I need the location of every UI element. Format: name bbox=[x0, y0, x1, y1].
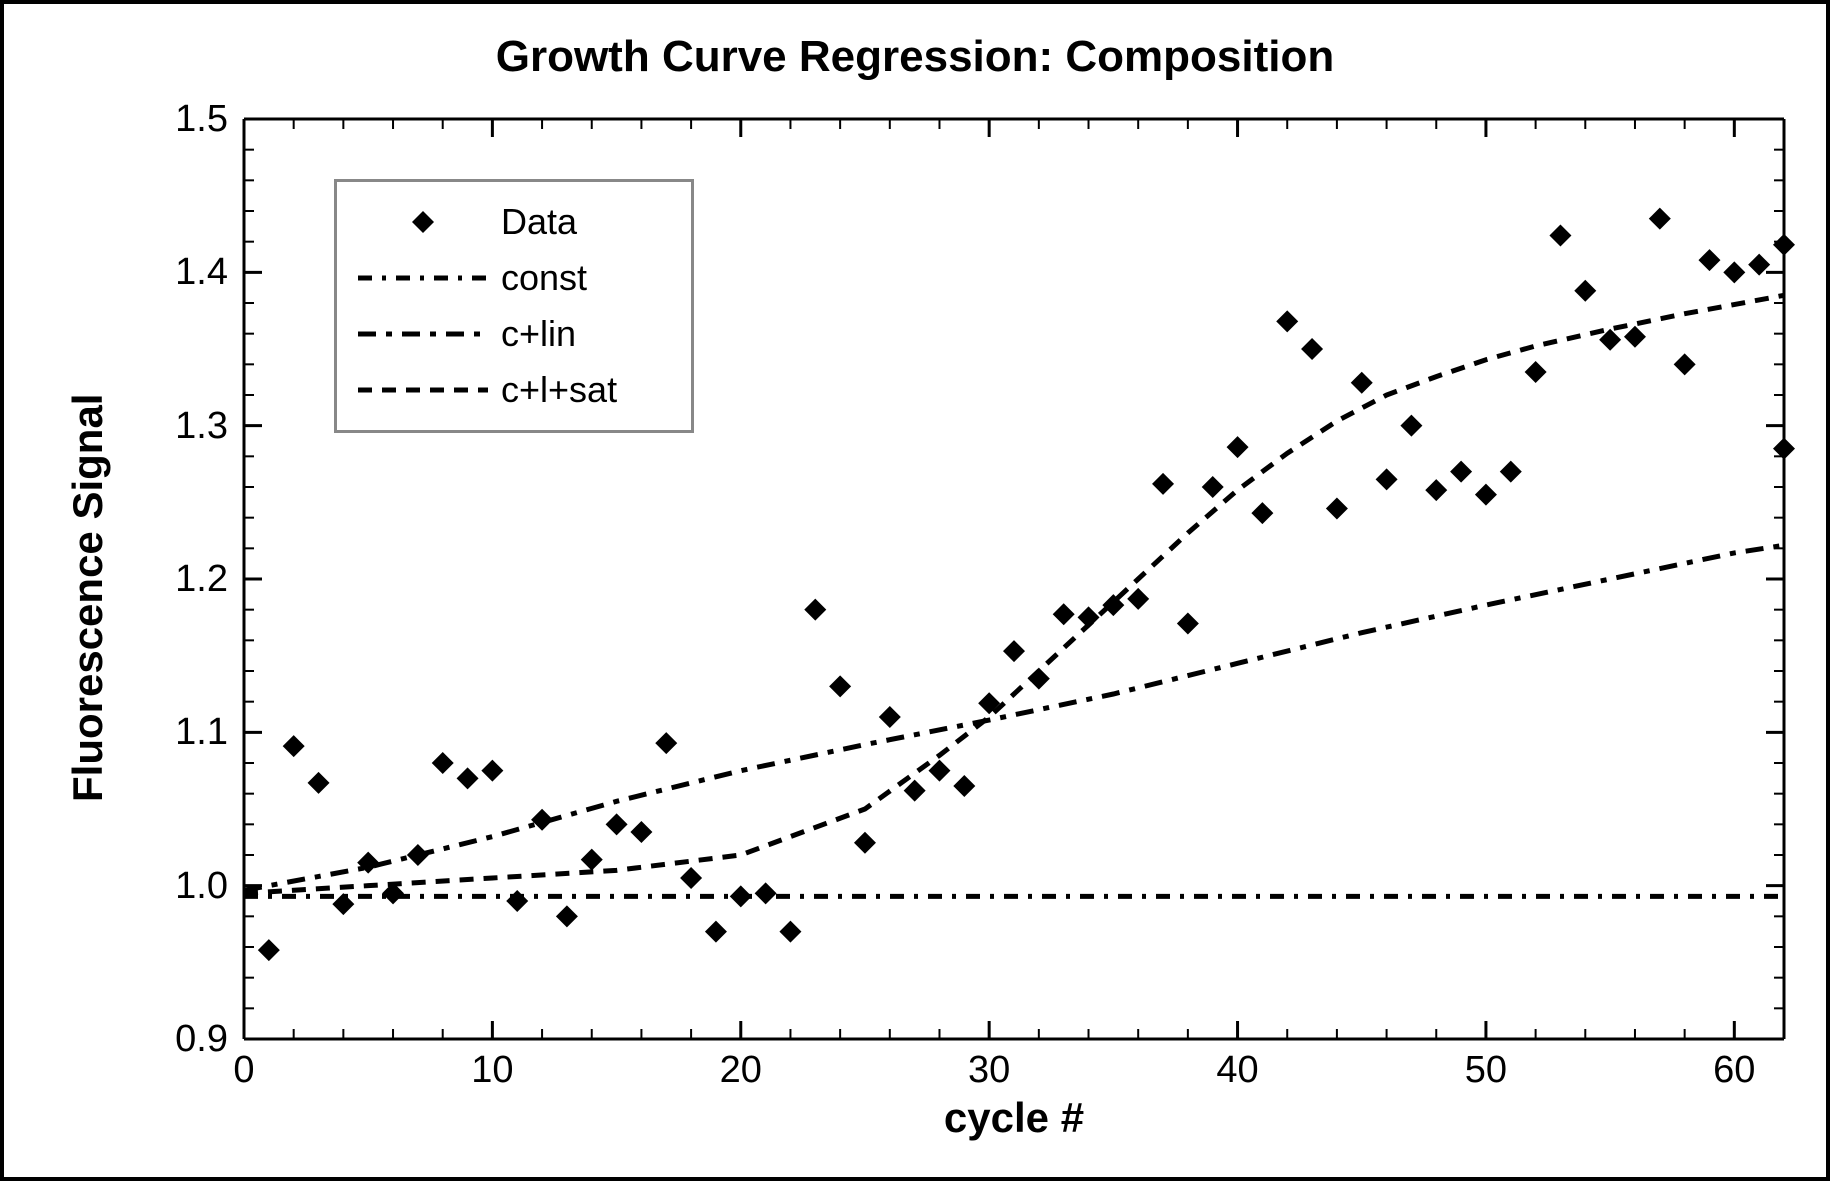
data-point bbox=[1574, 280, 1596, 302]
tick-label: 1.4 bbox=[175, 251, 228, 294]
data-point bbox=[432, 752, 454, 774]
data-point bbox=[730, 885, 752, 907]
data-point bbox=[1376, 468, 1398, 490]
data-point bbox=[531, 809, 553, 831]
x-axis-label: cycle # bbox=[244, 1094, 1784, 1142]
data-point bbox=[680, 867, 702, 889]
data-point bbox=[457, 767, 479, 789]
data-point bbox=[705, 921, 727, 943]
data-point bbox=[332, 893, 354, 915]
data-point bbox=[755, 882, 777, 904]
data-point bbox=[854, 832, 876, 854]
chart-title: Growth Curve Regression: Composition bbox=[4, 32, 1826, 82]
line-c_lin bbox=[244, 545, 1784, 890]
legend-swatch bbox=[353, 370, 493, 410]
tick-label: 50 bbox=[1465, 1049, 1507, 1092]
legend-item: c+l+sat bbox=[353, 362, 671, 418]
data-point bbox=[308, 772, 330, 794]
data-point bbox=[1773, 234, 1795, 256]
tick-label: 60 bbox=[1713, 1049, 1755, 1092]
tick-label: 40 bbox=[1216, 1049, 1258, 1092]
tick-label: 0.9 bbox=[175, 1018, 228, 1061]
data-point bbox=[581, 849, 603, 871]
data-point bbox=[1475, 484, 1497, 506]
legend-swatch bbox=[353, 202, 493, 242]
tick-label: 0 bbox=[233, 1049, 254, 1092]
data-point bbox=[1326, 497, 1348, 519]
data-point bbox=[630, 821, 652, 843]
tick-label: 1.3 bbox=[175, 405, 228, 448]
data-point bbox=[879, 706, 901, 728]
data-point bbox=[1525, 361, 1547, 383]
tick-label: 1.0 bbox=[175, 865, 228, 908]
tick-label: 1.5 bbox=[175, 98, 228, 141]
data-point bbox=[1425, 479, 1447, 501]
tick-label: 1.1 bbox=[175, 711, 228, 754]
data-point bbox=[283, 735, 305, 757]
data-point bbox=[1723, 261, 1745, 283]
data-point bbox=[1450, 461, 1472, 483]
data-point bbox=[506, 890, 528, 912]
data-point bbox=[1003, 640, 1025, 662]
legend-item: c+lin bbox=[353, 306, 671, 362]
chart-frame: Growth Curve Regression: Composition Flu… bbox=[0, 0, 1830, 1181]
data-point bbox=[1152, 473, 1174, 495]
legend-item: const bbox=[353, 250, 671, 306]
legend-item: Data bbox=[353, 194, 671, 250]
data-point bbox=[481, 760, 503, 782]
data-point bbox=[928, 760, 950, 782]
tick-label: 10 bbox=[471, 1049, 513, 1092]
legend-label: c+lin bbox=[501, 313, 576, 355]
data-point bbox=[904, 780, 926, 802]
data-point bbox=[779, 921, 801, 943]
data-point bbox=[407, 844, 429, 866]
data-point bbox=[1177, 612, 1199, 634]
data-point bbox=[655, 732, 677, 754]
data-point bbox=[1276, 310, 1298, 332]
data-point bbox=[258, 939, 280, 961]
legend-swatch bbox=[353, 314, 493, 354]
data-point bbox=[1624, 326, 1646, 348]
data-point bbox=[829, 675, 851, 697]
data-point bbox=[1649, 208, 1671, 230]
legend-label: const bbox=[501, 257, 587, 299]
data-point bbox=[1351, 372, 1373, 394]
data-point bbox=[1400, 415, 1422, 437]
legend-label: c+l+sat bbox=[501, 369, 617, 411]
data-point bbox=[1127, 588, 1149, 610]
tick-label: 30 bbox=[968, 1049, 1010, 1092]
data-point bbox=[606, 813, 628, 835]
data-point bbox=[1301, 338, 1323, 360]
legend-label: Data bbox=[501, 201, 577, 243]
data-point bbox=[804, 599, 826, 621]
data-point bbox=[1053, 603, 1075, 625]
data-point bbox=[1549, 225, 1571, 247]
data-point bbox=[1500, 461, 1522, 483]
data-point bbox=[1251, 502, 1273, 524]
tick-label: 20 bbox=[720, 1049, 762, 1092]
data-point bbox=[1202, 476, 1224, 498]
data-point bbox=[1674, 353, 1696, 375]
data-point bbox=[953, 775, 975, 797]
data-point bbox=[1227, 436, 1249, 458]
tick-label: 1.2 bbox=[175, 558, 228, 601]
data-point bbox=[1078, 606, 1100, 628]
legend-swatch bbox=[353, 258, 493, 298]
data-point bbox=[1698, 249, 1720, 271]
legend: Data const c+lin c+l+sat bbox=[334, 179, 694, 433]
data-point bbox=[556, 905, 578, 927]
data-point bbox=[1028, 668, 1050, 690]
y-axis-label: Fluorescence Signal bbox=[64, 394, 112, 802]
